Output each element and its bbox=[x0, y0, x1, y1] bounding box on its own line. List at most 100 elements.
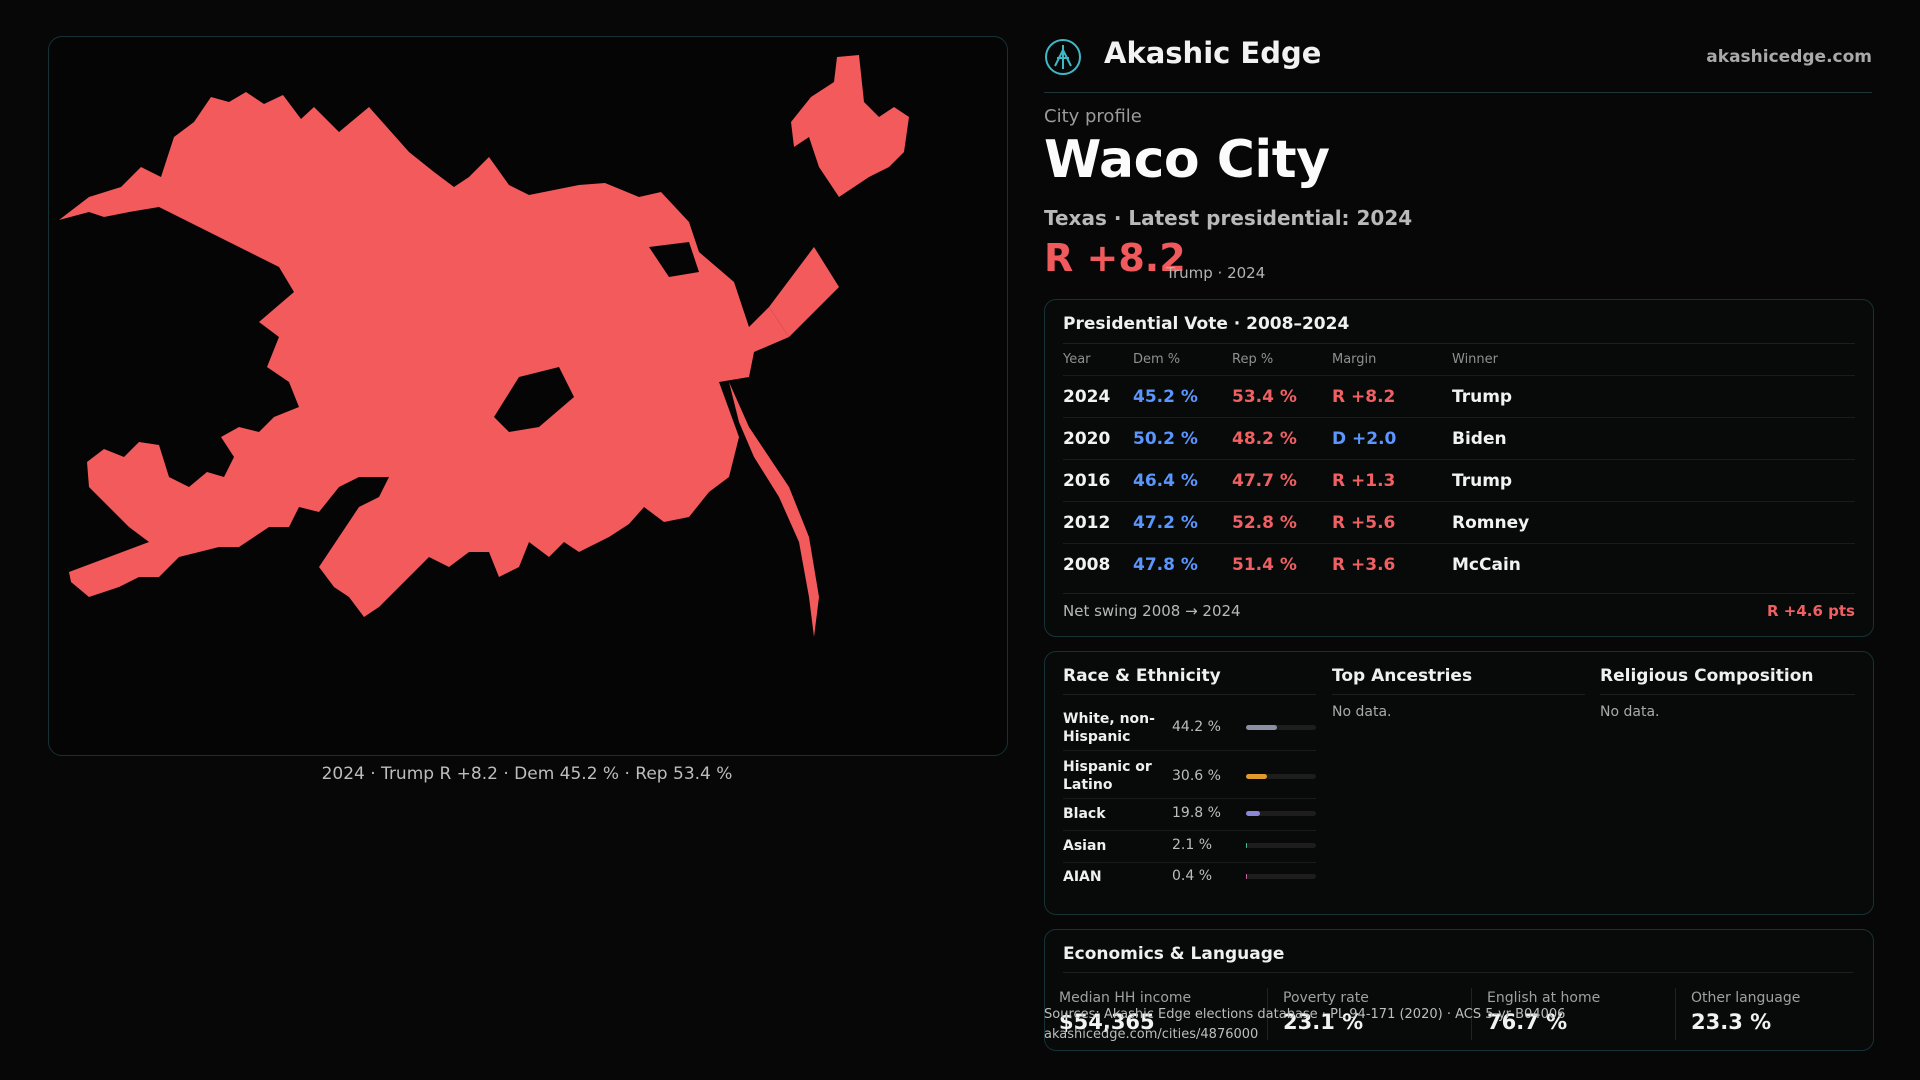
divider bbox=[1332, 694, 1585, 695]
site-link[interactable]: akashicedge.com bbox=[1706, 47, 1872, 67]
cell-dem: 45.2 % bbox=[1133, 387, 1198, 407]
presidential-vote-card: Presidential Vote · 2008–2024 Year Dem %… bbox=[1044, 299, 1874, 637]
race-bar bbox=[1246, 774, 1316, 779]
race-bar-fill bbox=[1246, 843, 1248, 848]
religion-empty-text: No data. bbox=[1600, 704, 1660, 720]
cell-winner: Trump bbox=[1452, 387, 1513, 407]
page-kicker: City profile bbox=[1044, 106, 1142, 127]
card-title: Presidential Vote · 2008–2024 bbox=[1063, 314, 1350, 334]
cell-winner: Romney bbox=[1452, 513, 1530, 533]
race-name: White, non-Hispanic bbox=[1063, 711, 1155, 745]
cell-margin: D +2.0 bbox=[1332, 429, 1397, 449]
race-bar bbox=[1246, 843, 1316, 848]
race-percent: 2.1 % bbox=[1172, 837, 1213, 853]
stat-label: Poverty rate bbox=[1283, 990, 1369, 1006]
demographics-card: Race & Ethnicity White, non-Hispanic 44.… bbox=[1044, 651, 1874, 915]
column-header-dem: Dem % bbox=[1133, 352, 1181, 367]
cell-rep: 51.4 % bbox=[1232, 555, 1297, 575]
table-row: 2020 50.2 % 48.2 % D +2.0 Biden bbox=[1063, 417, 1855, 460]
divider bbox=[1600, 694, 1855, 695]
race-row: Asian 2.1 % bbox=[1063, 830, 1316, 863]
ancestries-empty-text: No data. bbox=[1332, 704, 1392, 720]
divider bbox=[1063, 343, 1855, 344]
race-bar bbox=[1246, 811, 1316, 816]
divider bbox=[1471, 988, 1472, 1040]
race-ethnicity-title: Race & Ethnicity bbox=[1063, 666, 1221, 686]
economics-title: Economics & Language bbox=[1063, 944, 1285, 964]
race-percent: 30.6 % bbox=[1172, 768, 1221, 784]
cell-rep: 47.7 % bbox=[1232, 471, 1297, 491]
cell-winner: McCain bbox=[1452, 555, 1521, 575]
race-row: Hispanic or Latino 30.6 % bbox=[1063, 750, 1316, 799]
headline-margin: R +8.2 bbox=[1044, 236, 1186, 280]
cell-rep: 48.2 % bbox=[1232, 429, 1297, 449]
table-row: 2008 47.8 % 51.4 % R +3.6 McCain bbox=[1063, 543, 1855, 586]
cell-year: 2020 bbox=[1063, 429, 1111, 449]
race-bar-fill bbox=[1246, 774, 1268, 779]
source-text: Sources: Akashic Edge elections database… bbox=[1044, 1007, 1566, 1022]
column-header-rep: Rep % bbox=[1232, 352, 1274, 367]
source-url-link[interactable]: akashicedge.com/cities/4876000 bbox=[1044, 1027, 1259, 1042]
column-header-winner: Winner bbox=[1452, 352, 1499, 367]
cell-year: 2008 bbox=[1063, 555, 1111, 575]
divider bbox=[1063, 593, 1855, 594]
column-header-margin: Margin bbox=[1332, 352, 1377, 367]
table-row: 2012 47.2 % 52.8 % R +5.6 Romney bbox=[1063, 501, 1855, 544]
race-row: White, non-Hispanic 44.2 % bbox=[1063, 704, 1316, 751]
header: Akashic Edge akashicedge.com bbox=[1044, 34, 1872, 93]
stat-value: 23.3 % bbox=[1691, 1010, 1772, 1034]
cell-rep: 53.4 % bbox=[1232, 387, 1297, 407]
race-row: Black 19.8 % bbox=[1063, 798, 1316, 831]
cell-winner: Biden bbox=[1452, 429, 1507, 449]
cell-rep: 52.8 % bbox=[1232, 513, 1297, 533]
race-percent: 19.8 % bbox=[1172, 805, 1221, 821]
divider bbox=[1063, 694, 1316, 695]
cell-dem: 47.2 % bbox=[1133, 513, 1198, 533]
headline-margin-note: Trump · 2024 bbox=[1166, 264, 1266, 282]
cell-year: 2012 bbox=[1063, 513, 1111, 533]
net-swing-label: Net swing 2008 → 2024 bbox=[1063, 602, 1241, 620]
race-bar-fill bbox=[1246, 725, 1277, 730]
city-boundary-shape[interactable] bbox=[59, 55, 909, 637]
race-row: AIAN 0.4 % bbox=[1063, 862, 1316, 892]
source-note: Sources: Akashic Edge elections database… bbox=[1044, 1005, 1565, 1045]
race-name: Hispanic or Latino bbox=[1063, 759, 1152, 793]
cell-dem: 46.4 % bbox=[1133, 471, 1198, 491]
column-header-year: Year bbox=[1063, 352, 1091, 367]
cell-margin: R +5.6 bbox=[1332, 513, 1396, 533]
stat-value: 23.1 % bbox=[1283, 1010, 1364, 1034]
akashic-edge-logo-icon[interactable] bbox=[1044, 38, 1082, 76]
map-caption: 2024 · Trump R +8.2 · Dem 45.2 % · Rep 5… bbox=[321, 764, 733, 784]
city-boundary-map bbox=[59, 55, 909, 637]
cell-margin: R +3.6 bbox=[1332, 555, 1396, 575]
race-name: Asian bbox=[1063, 838, 1107, 854]
table-row: 2016 46.4 % 47.7 % R +1.3 Trump bbox=[1063, 459, 1855, 502]
cell-dem: 50.2 % bbox=[1133, 429, 1198, 449]
cell-margin: R +8.2 bbox=[1332, 387, 1396, 407]
race-percent: 44.2 % bbox=[1172, 719, 1221, 735]
net-swing-value: R +4.6 pts bbox=[1767, 602, 1855, 620]
race-bar-fill bbox=[1246, 811, 1260, 816]
brand-name: Akashic Edge bbox=[1104, 36, 1322, 70]
table-row: 2024 45.2 % 53.4 % R +8.2 Trump bbox=[1063, 375, 1855, 418]
cell-winner: Trump bbox=[1452, 471, 1513, 491]
page-subtitle: Texas · Latest presidential: 2024 bbox=[1044, 206, 1413, 230]
race-bar bbox=[1246, 725, 1316, 730]
race-bar-fill bbox=[1246, 874, 1247, 879]
divider bbox=[1675, 988, 1676, 1040]
cell-margin: R +1.3 bbox=[1332, 471, 1396, 491]
economics-card: Economics & Language Median HH income $5… bbox=[1044, 929, 1874, 1051]
race-percent: 0.4 % bbox=[1172, 868, 1213, 884]
divider bbox=[1063, 972, 1853, 973]
page-title: Waco City bbox=[1044, 130, 1330, 190]
race-name: AIAN bbox=[1063, 869, 1102, 885]
divider bbox=[1267, 988, 1268, 1040]
race-bar bbox=[1246, 874, 1316, 879]
religious-composition-title: Religious Composition bbox=[1600, 666, 1814, 686]
cell-dem: 47.8 % bbox=[1133, 555, 1198, 575]
stat-label: English at home bbox=[1487, 990, 1601, 1006]
race-name: Black bbox=[1063, 806, 1106, 822]
city-map[interactable] bbox=[48, 36, 1008, 756]
stat-label: Other language bbox=[1691, 990, 1801, 1006]
cell-year: 2024 bbox=[1063, 387, 1111, 407]
